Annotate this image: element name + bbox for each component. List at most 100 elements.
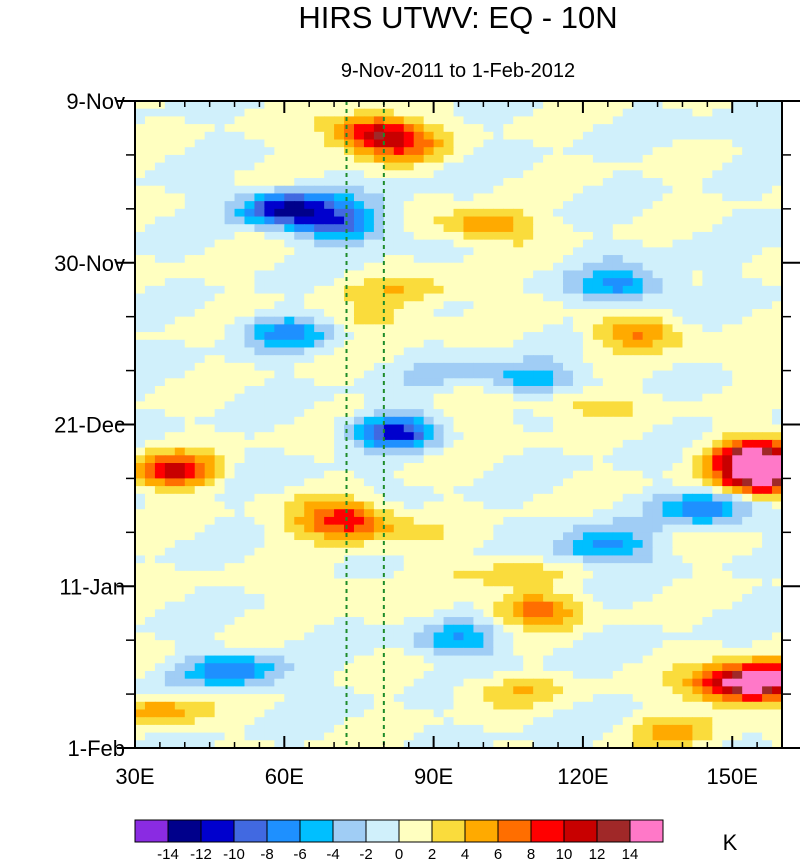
heatmap-cell bbox=[334, 670, 345, 680]
heatmap-cell bbox=[363, 385, 375, 395]
heatmap-cell bbox=[353, 355, 365, 364]
heatmap-cell bbox=[473, 493, 484, 503]
heatmap-cell bbox=[493, 640, 504, 649]
heatmap-cell bbox=[363, 516, 375, 526]
heatmap-cell bbox=[742, 308, 753, 318]
heatmap-cell bbox=[144, 131, 156, 141]
heatmap-cell bbox=[174, 270, 186, 279]
heatmap-cell bbox=[563, 501, 574, 510]
heatmap-cell bbox=[423, 524, 435, 533]
heatmap-cell bbox=[224, 185, 236, 195]
heatmap-cell bbox=[204, 355, 216, 364]
heatmap-cell bbox=[622, 201, 634, 210]
heatmap-cell bbox=[563, 540, 574, 549]
heatmap-cell bbox=[672, 185, 684, 195]
heatmap-cell bbox=[144, 170, 156, 179]
heatmap-cell bbox=[314, 509, 325, 518]
heatmap-cell bbox=[533, 316, 544, 325]
heatmap-cell bbox=[324, 670, 335, 680]
heatmap-cell bbox=[164, 432, 176, 441]
heatmap-cell bbox=[513, 347, 524, 356]
heatmap-cell bbox=[443, 347, 455, 356]
heatmap-cell bbox=[533, 339, 544, 349]
heatmap-cell bbox=[712, 208, 723, 218]
heatmap-cell bbox=[314, 663, 325, 672]
heatmap-cell bbox=[344, 463, 355, 472]
heatmap-cell bbox=[274, 193, 285, 202]
heatmap-cell bbox=[144, 124, 156, 133]
heatmap-cell bbox=[264, 131, 275, 141]
heatmap-cell bbox=[622, 247, 634, 256]
heatmap-cell bbox=[662, 678, 674, 687]
heatmap-cell bbox=[254, 532, 265, 541]
heatmap-cell bbox=[294, 486, 305, 495]
heatmap-cell bbox=[403, 362, 415, 372]
heatmap-cell bbox=[493, 385, 504, 395]
heatmap-cell bbox=[443, 563, 455, 572]
heatmap-cell bbox=[214, 493, 226, 503]
heatmap-cell bbox=[732, 470, 743, 480]
heatmap-cell bbox=[493, 378, 504, 387]
heatmap-cell bbox=[423, 455, 435, 464]
heatmap-cell bbox=[334, 532, 345, 541]
heatmap-cell bbox=[164, 193, 176, 202]
heatmap-cell bbox=[602, 124, 614, 133]
heatmap-cell bbox=[264, 555, 275, 564]
heatmap-cell bbox=[234, 547, 246, 557]
heatmap-cell bbox=[413, 101, 425, 110]
heatmap-cell bbox=[144, 647, 156, 657]
heatmap-cell bbox=[483, 686, 494, 695]
heatmap-cell bbox=[652, 617, 664, 626]
heatmap-cell bbox=[523, 124, 534, 133]
heatmap-cell bbox=[154, 231, 166, 241]
heatmap-cell bbox=[473, 154, 484, 164]
heatmap-cell bbox=[662, 401, 674, 410]
heatmap-cell bbox=[164, 355, 176, 364]
heatmap-cell bbox=[652, 162, 664, 171]
heatmap-cell bbox=[702, 178, 713, 187]
heatmap-cell bbox=[244, 178, 256, 187]
heatmap-cell bbox=[563, 424, 574, 433]
heatmap-cell bbox=[244, 655, 256, 664]
heatmap-cell bbox=[503, 339, 514, 349]
heatmap-cell bbox=[164, 416, 176, 426]
heatmap-cell bbox=[164, 324, 176, 333]
heatmap-cell bbox=[752, 516, 763, 526]
heatmap-cell bbox=[135, 670, 146, 680]
heatmap-cell bbox=[712, 393, 723, 402]
heatmap-cell bbox=[513, 563, 524, 572]
heatmap-cell bbox=[144, 547, 156, 557]
heatmap-cell bbox=[602, 532, 614, 541]
heatmap-cell bbox=[762, 547, 773, 557]
heatmap-cell bbox=[682, 347, 694, 356]
heatmap-cell bbox=[503, 285, 514, 295]
heatmap-cell bbox=[135, 655, 146, 664]
heatmap-cell bbox=[632, 362, 644, 372]
heatmap-cell bbox=[483, 347, 494, 356]
heatmap-cell bbox=[732, 640, 743, 649]
heatmap-cell bbox=[602, 470, 614, 480]
heatmap-cell bbox=[592, 255, 604, 264]
heatmap-cell bbox=[423, 308, 435, 318]
heatmap-cell bbox=[692, 470, 703, 480]
heatmap-cell bbox=[572, 101, 584, 110]
heatmap-cell bbox=[572, 308, 584, 318]
heatmap-cell bbox=[592, 478, 604, 487]
heatmap-cell bbox=[174, 655, 186, 664]
heatmap-cell bbox=[483, 655, 494, 664]
heatmap-cell bbox=[563, 293, 574, 302]
heatmap-cell bbox=[304, 540, 315, 549]
heatmap-cell bbox=[752, 193, 763, 202]
heatmap-cell bbox=[622, 563, 634, 572]
heatmap-cell bbox=[592, 154, 604, 164]
heatmap-cell bbox=[592, 231, 604, 241]
heatmap-cell bbox=[154, 170, 166, 179]
heatmap-cell bbox=[334, 301, 345, 310]
heatmap-cell bbox=[164, 447, 176, 456]
heatmap-cell bbox=[344, 270, 355, 279]
heatmap-cell bbox=[742, 124, 753, 133]
heatmap-cell bbox=[174, 231, 186, 241]
heatmap-cell bbox=[383, 162, 395, 171]
heatmap-cell bbox=[672, 355, 684, 364]
heatmap-cell bbox=[523, 162, 534, 171]
